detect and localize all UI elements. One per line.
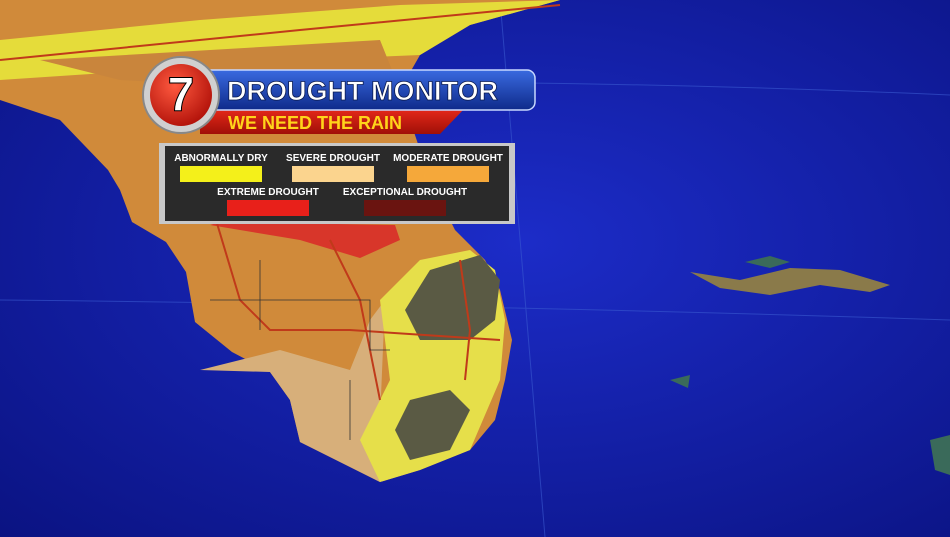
- banner: 7 DROUGHT MONITOR WE NEED THE RAIN: [142, 56, 536, 134]
- title: DROUGHT MONITOR: [227, 76, 498, 106]
- legend-label: SEVERE DROUGHT: [286, 153, 380, 164]
- legend-label: ABNORMALLY DRY: [174, 153, 268, 164]
- legend: ABNORMALLY DRY SEVERE DROUGHT MODERATE DRO…: [159, 143, 515, 224]
- extreme-area: [210, 222, 400, 258]
- island: [690, 268, 890, 295]
- legend-box: [165, 146, 509, 221]
- legend-label: MODERATE DROUGHT: [393, 153, 503, 164]
- county-lines: [210, 260, 390, 440]
- severe-area: [200, 300, 385, 482]
- legend-swatch: [364, 200, 446, 216]
- legend-swatch: [407, 166, 489, 182]
- legend-swatch: [292, 166, 374, 182]
- legend-label: EXTREME DROUGHT: [217, 187, 319, 198]
- legend-swatch: [180, 166, 262, 182]
- logo-text: 7: [168, 69, 195, 122]
- forest: [395, 255, 500, 460]
- legend-label: EXCEPTIONAL DROUGHT: [343, 187, 467, 198]
- subtitle-bar: [200, 108, 465, 134]
- legend-swatch: [227, 200, 309, 216]
- subtitle: WE NEED THE RAIN: [228, 113, 402, 133]
- logo-disc: [150, 64, 212, 126]
